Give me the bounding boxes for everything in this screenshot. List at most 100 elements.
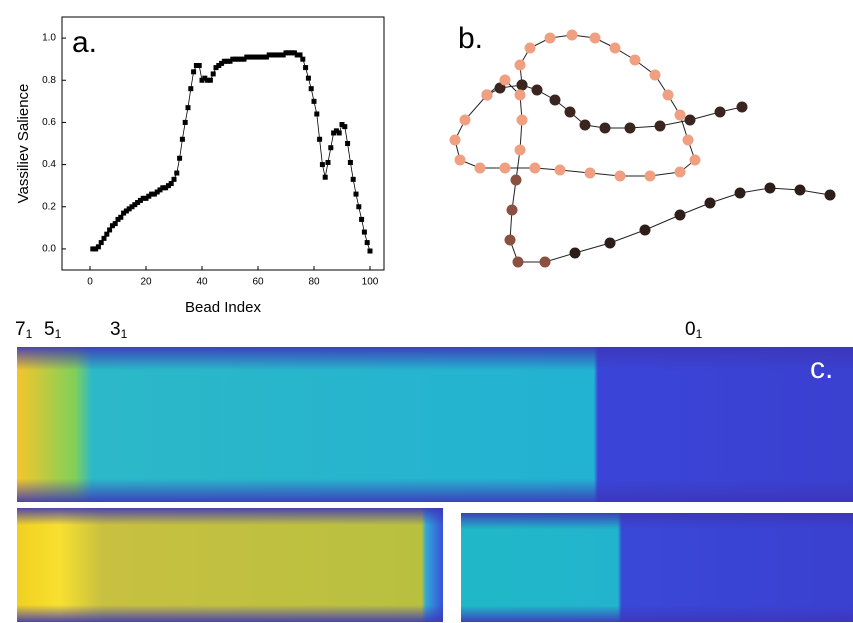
- data-point: [135, 200, 141, 206]
- data-point: [272, 52, 278, 58]
- data-point: [109, 223, 115, 229]
- bead: [599, 122, 611, 134]
- data-point: [314, 111, 320, 117]
- bead: [499, 74, 511, 86]
- data-point: [95, 244, 101, 250]
- data-point: [289, 50, 295, 56]
- bead: [494, 82, 506, 94]
- data-point: [207, 77, 213, 83]
- x-tick-label: 100: [362, 277, 379, 288]
- bead: [506, 204, 518, 216]
- data-point: [101, 235, 107, 241]
- data-point: [118, 214, 124, 220]
- series-line: [92, 52, 371, 252]
- bead: [674, 166, 686, 178]
- data-point: [177, 155, 183, 161]
- data-point: [303, 65, 309, 71]
- heatmap-shade: [17, 347, 853, 502]
- bead: [524, 42, 536, 54]
- data-point: [210, 71, 216, 77]
- y-tick-label: 0.0: [42, 244, 56, 255]
- data-point: [224, 58, 230, 64]
- x-tick-label: 40: [196, 277, 208, 288]
- bead: [584, 167, 596, 179]
- data-point: [233, 56, 239, 62]
- data-point: [333, 128, 339, 134]
- knot-label: 51: [44, 319, 62, 341]
- data-point: [126, 206, 132, 212]
- heatmaps: [17, 347, 853, 622]
- y-axis-label: Vassiliev Salience: [15, 84, 32, 204]
- data-point: [104, 231, 110, 237]
- data-point: [121, 210, 127, 216]
- bead: [689, 154, 701, 166]
- data-point: [221, 58, 227, 64]
- data-point: [191, 69, 197, 75]
- bead: [579, 119, 591, 131]
- data-point: [123, 208, 129, 214]
- data-point: [115, 216, 121, 222]
- data-point: [294, 52, 300, 58]
- bead: [474, 162, 486, 174]
- data-point: [235, 56, 241, 62]
- data-point: [305, 75, 311, 81]
- data-point: [185, 105, 191, 111]
- data-point: [317, 136, 323, 142]
- data-point: [275, 52, 281, 58]
- data-point: [205, 77, 211, 83]
- data-point: [140, 195, 146, 201]
- data-point: [157, 187, 163, 193]
- bead: [764, 182, 776, 194]
- panel-label: b.: [458, 22, 483, 55]
- data-point: [160, 185, 166, 191]
- data-point: [286, 50, 292, 56]
- bead: [589, 32, 601, 44]
- bead: [624, 122, 636, 134]
- data-point: [107, 227, 113, 233]
- bead: [714, 106, 726, 118]
- data-point: [258, 54, 264, 60]
- bead: [514, 144, 526, 156]
- data-point: [353, 191, 359, 197]
- knot-labels: 71 51 31 01: [15, 319, 703, 341]
- data-point: [342, 124, 348, 130]
- data-point: [165, 183, 171, 189]
- bead: [639, 224, 651, 236]
- x-axis-label: Bead Index: [185, 299, 261, 316]
- bead: [736, 101, 748, 113]
- bead: [481, 89, 493, 101]
- data-point: [129, 204, 135, 210]
- data-point: [261, 54, 267, 60]
- data-point: [219, 60, 225, 66]
- data-point: [280, 52, 286, 58]
- data-point: [182, 119, 188, 125]
- bead: [644, 170, 656, 182]
- bead: [569, 247, 581, 259]
- y-tick-label: 0.2: [42, 201, 56, 212]
- bead: [564, 106, 576, 118]
- data-point: [154, 189, 160, 195]
- data-point: [149, 191, 155, 197]
- bead: [734, 187, 746, 199]
- bead: [566, 29, 578, 41]
- data-point: [322, 174, 328, 180]
- data-point: [331, 130, 337, 136]
- data-point: [249, 54, 255, 60]
- bead: [654, 120, 666, 132]
- x-tick-label: 60: [252, 277, 264, 288]
- bead: [449, 134, 461, 146]
- data-point: [132, 202, 138, 208]
- data-point: [193, 62, 199, 68]
- bead: [674, 209, 686, 221]
- data-point: [98, 240, 104, 246]
- data-point: [269, 52, 275, 58]
- data-point: [300, 56, 306, 62]
- bead: [554, 164, 566, 176]
- salience-chart: 0 20 40 60 80 100 0.0 0.2 0.4 0.6 0.8 1.0 Bead Index…: [15, 16, 385, 316]
- bead: [514, 89, 526, 101]
- data-point: [266, 52, 272, 58]
- data-point: [216, 62, 222, 68]
- data-point: [263, 54, 269, 60]
- bead: [539, 256, 551, 268]
